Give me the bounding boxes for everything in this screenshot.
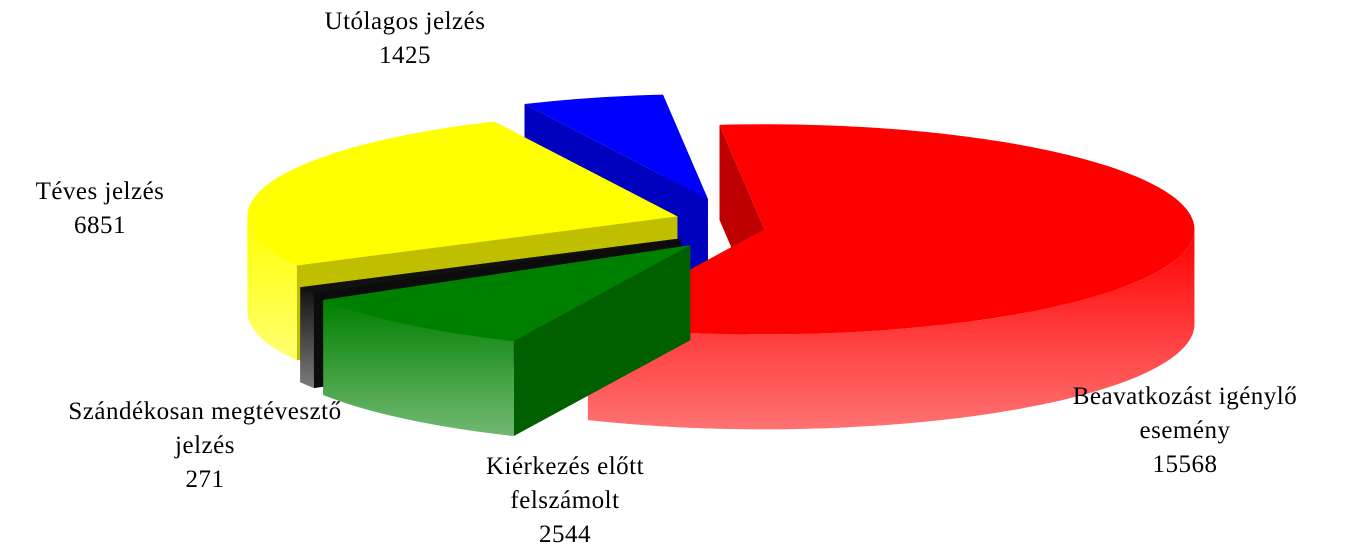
label-name: Kiérkezés előtt felszámolt: [485, 453, 645, 514]
slice-top: [524, 94, 708, 199]
slice-wall-shine: [323, 299, 514, 437]
label-value: 6851: [74, 212, 126, 239]
slice-label: Beavatkozást igénylő esemény 15568: [1035, 380, 1335, 482]
slice-label: Kiérkezés előtt felszámolt 2544: [455, 450, 675, 552]
slice: [323, 245, 691, 437]
slice-wall-shine: [300, 287, 314, 389]
slice-top: [323, 245, 691, 342]
slice-label: Szándékosan megtévesztő jelzés 271: [55, 395, 355, 497]
label-name: Szándékosan megtévesztő jelzés: [68, 398, 342, 459]
label-value: 15568: [1152, 451, 1218, 478]
label-name: Beavatkozást igénylő esemény: [1072, 383, 1298, 444]
label-name: Téves jelzés: [35, 178, 165, 205]
slice-top: [247, 121, 678, 266]
slice-top: [587, 124, 1195, 335]
slice-label: Utólagos jelzés 1425: [275, 5, 535, 73]
slice-wall-shine: [247, 216, 297, 361]
label-value: 2544: [539, 521, 591, 548]
label-name: Utólagos jelzés: [324, 8, 486, 35]
slice-label: Téves jelzés 6851: [0, 175, 200, 243]
slice-top: [300, 238, 681, 294]
label-value: 1425: [379, 42, 431, 69]
slice-wall-shine: [587, 229, 1195, 430]
label-value: 271: [185, 466, 225, 493]
